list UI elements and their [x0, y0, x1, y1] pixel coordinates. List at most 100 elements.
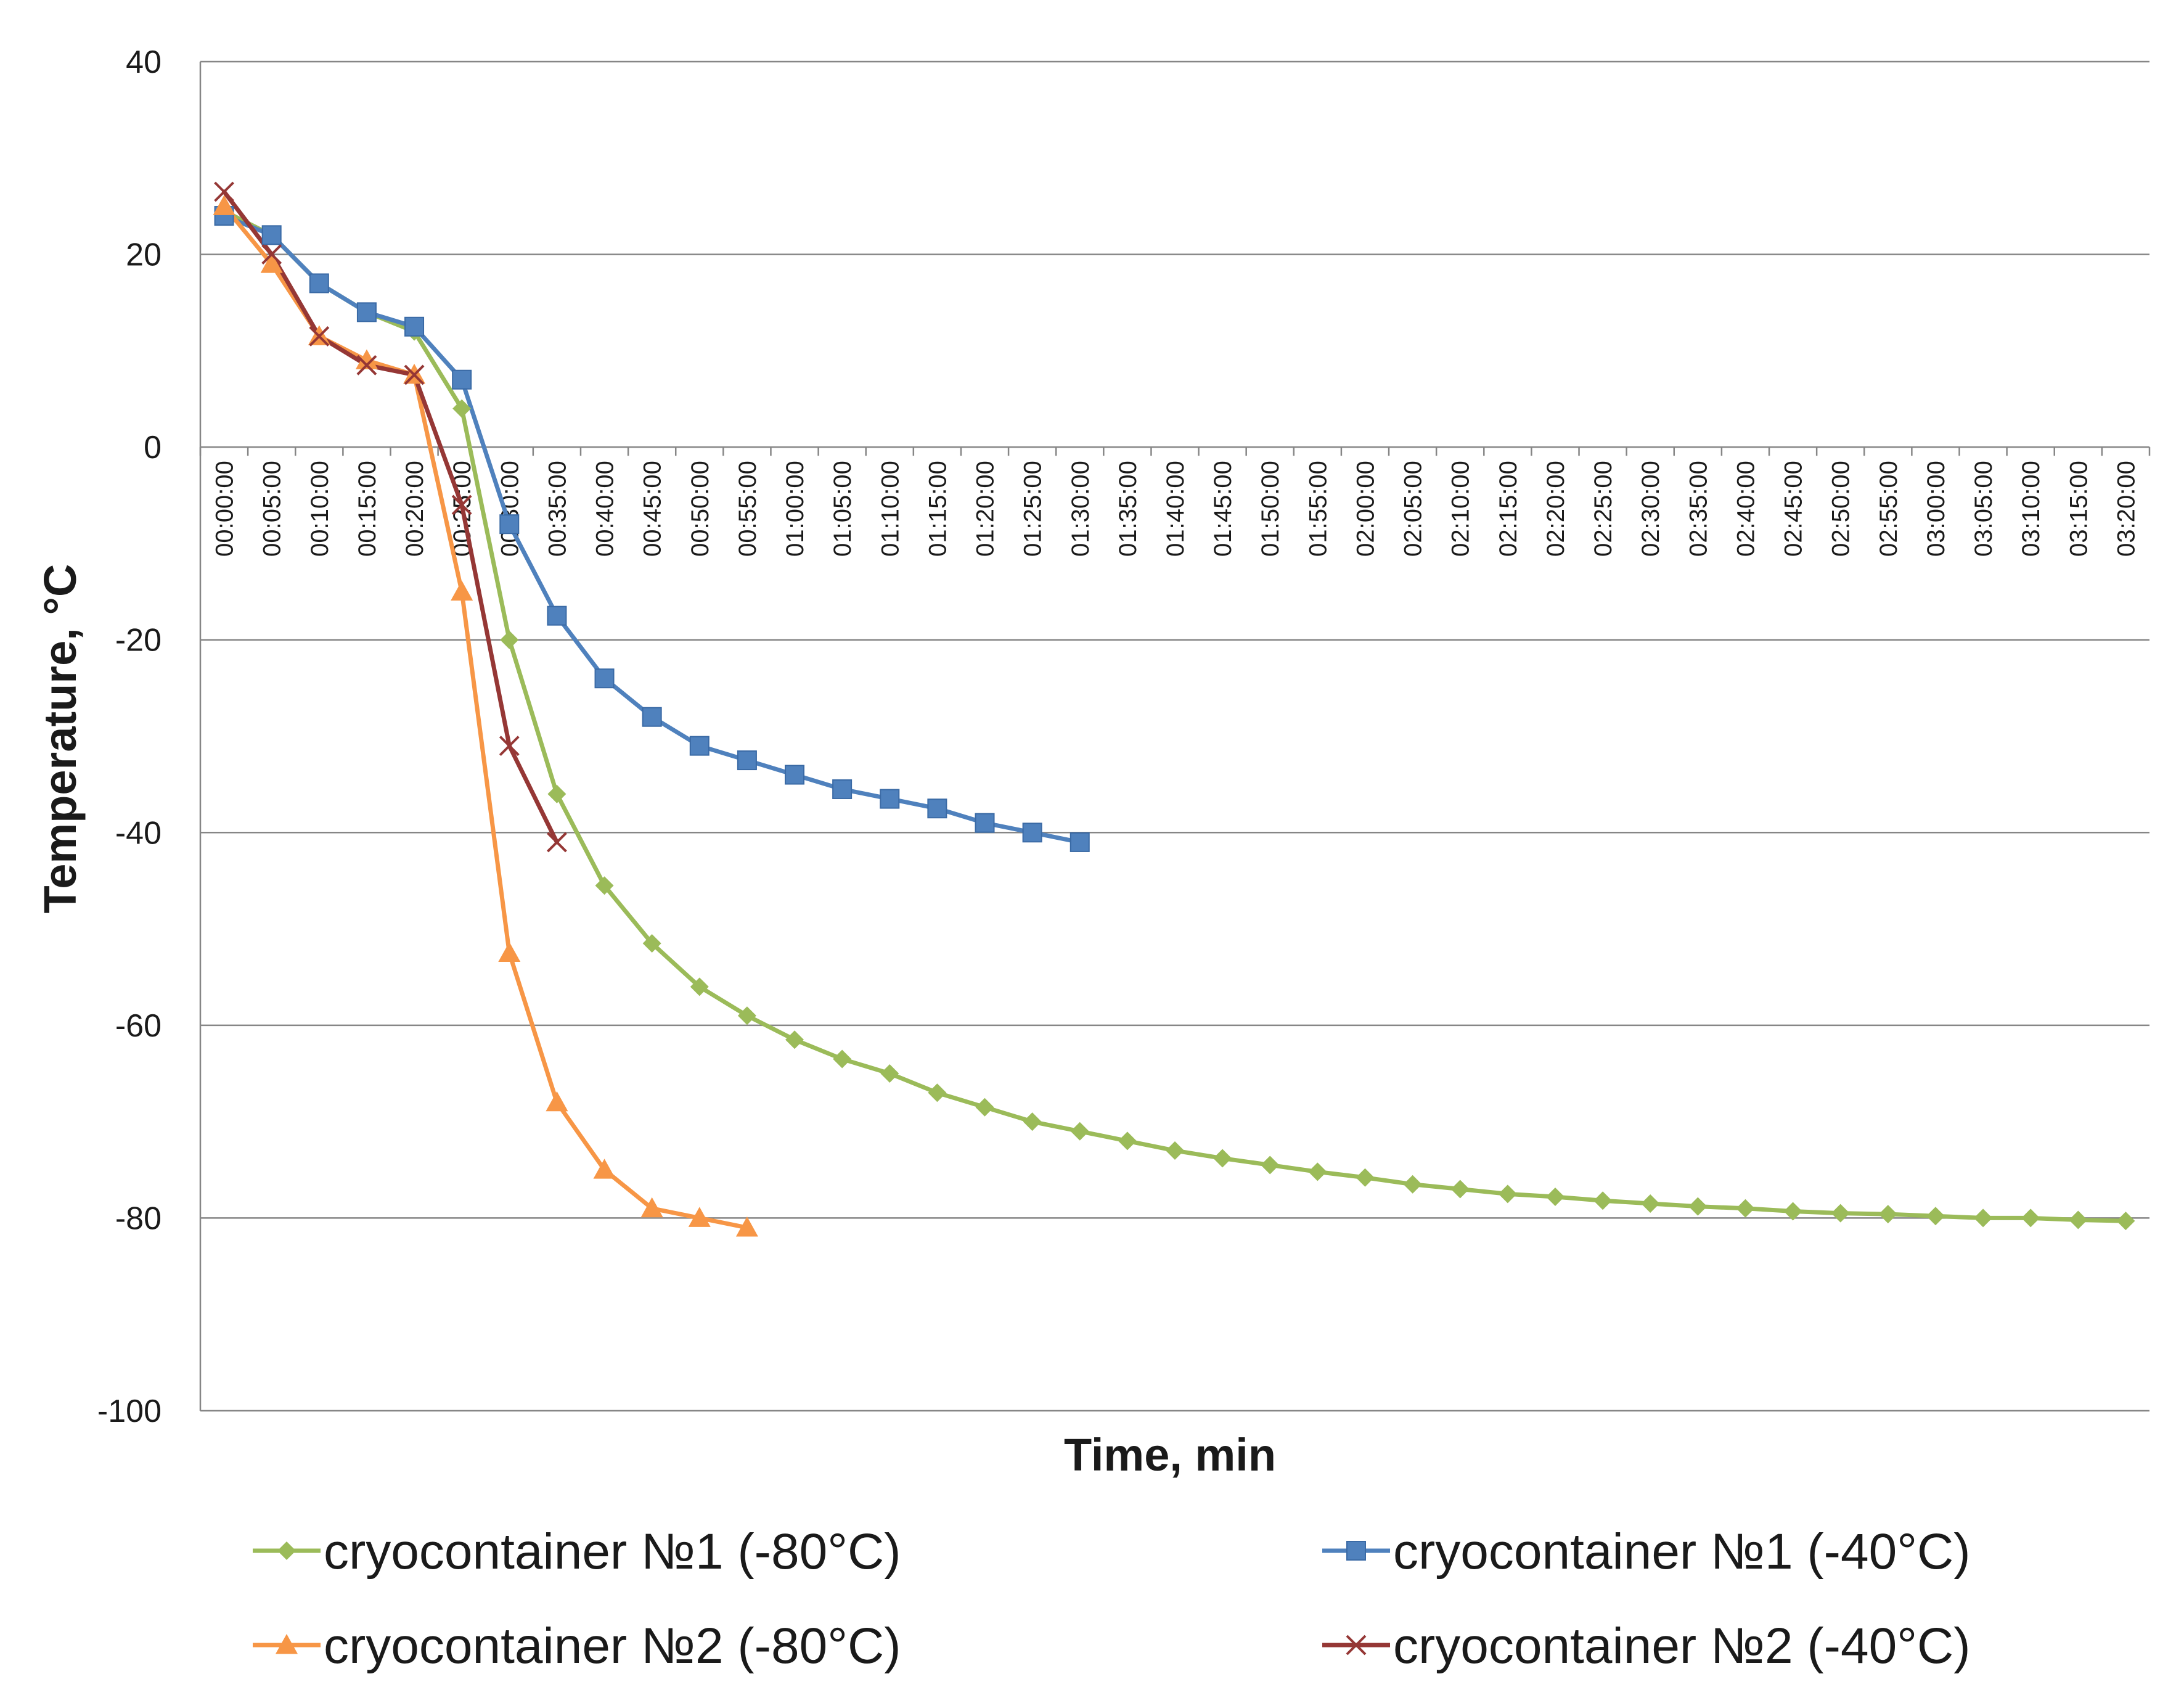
data-point	[1974, 1209, 1993, 1228]
data-point	[1736, 1199, 1755, 1218]
y-tick-label: -80	[115, 1200, 162, 1236]
data-point	[1070, 832, 1090, 852]
x-tick-label: 01:00:00	[782, 461, 809, 557]
x-tick-label: 03:00:00	[1923, 461, 1950, 557]
legend-swatch-marker	[276, 1634, 298, 1654]
legend-item: cryocontainer №1 (-80°C)	[253, 1524, 901, 1580]
data-point	[595, 876, 614, 895]
y-tick-label: 20	[126, 237, 162, 273]
x-tick-label: 00:50:00	[687, 461, 714, 557]
legend-label: cryocontainer №2 (-80°C)	[324, 1618, 901, 1674]
y-tick-labels: 40 20 0 -20 -40 -60 -80 -100	[97, 44, 162, 1429]
x-tick-label: 01:40:00	[1162, 461, 1189, 557]
data-point	[1593, 1191, 1613, 1210]
x-tick-label: 01:20:00	[972, 461, 999, 557]
data-point	[500, 630, 519, 649]
data-point	[689, 736, 710, 756]
x-tick-label: 01:15:00	[924, 461, 951, 557]
x-tick-label: 02:45:00	[1780, 461, 1807, 557]
x-tick-label: 01:10:00	[877, 461, 904, 557]
x-tick-label: 02:50:00	[1828, 461, 1855, 557]
x-tick-label: 02:40:00	[1732, 461, 1759, 557]
data-point	[452, 399, 472, 418]
y-tick-label: -20	[115, 623, 162, 659]
data-point	[309, 326, 330, 347]
legend-swatch-marker	[1346, 1541, 1366, 1561]
data-point	[499, 736, 520, 757]
x-tick-label: 00:15:00	[354, 461, 381, 557]
x-tick-label: 02:00:00	[1352, 461, 1379, 557]
data-point	[785, 765, 805, 785]
marker-x-stroke	[214, 181, 234, 202]
x-tick-label: 00:55:00	[734, 461, 761, 557]
data-point	[451, 495, 472, 515]
x-tick-label: 00:40:00	[592, 461, 619, 557]
data-point	[1403, 1175, 1422, 1194]
x-tick-label: 03:15:00	[2065, 461, 2092, 557]
data-point	[1118, 1131, 1137, 1151]
legend-swatch-marker	[277, 1541, 296, 1560]
x-tick-label: 01:25:00	[1020, 461, 1047, 557]
marker-x-stroke	[404, 364, 425, 385]
data-point	[2021, 1209, 2040, 1228]
data-point	[2116, 1212, 2135, 1231]
data-point	[404, 316, 425, 337]
data-point	[1545, 1188, 1564, 1207]
x-tick-label: 01:55:00	[1304, 461, 1331, 557]
data-point	[1450, 1180, 1470, 1199]
y-tick-label: -40	[115, 815, 162, 851]
gridlines	[200, 60, 2149, 1412]
data-point	[404, 364, 425, 385]
legend-label: cryocontainer №2 (-40°C)	[1393, 1618, 1971, 1674]
x-tick-label: 00:45:00	[639, 461, 666, 557]
legend-swatch-marker	[1346, 1635, 1367, 1656]
data-point	[690, 977, 709, 996]
x-tick-label: 01:30:00	[1067, 461, 1094, 557]
data-point	[547, 784, 566, 803]
x-tick-label: 02:20:00	[1542, 461, 1569, 557]
legend-label: cryocontainer №1 (-80°C)	[324, 1524, 901, 1580]
x-tick-labels: 00:00:00 00:05:00 00:10:00 00:15:00 00:20:00…	[211, 461, 2140, 557]
data-point	[356, 355, 377, 376]
data-point	[1688, 1197, 1708, 1216]
marker-x-stroke	[451, 495, 472, 515]
legend-label: cryocontainer №1 (-40°C)	[1393, 1524, 1971, 1580]
data-point	[1023, 1112, 1042, 1131]
y-tick-label: 0	[144, 430, 162, 466]
x-tick-label: 02:15:00	[1495, 461, 1522, 557]
x-axis-title: Time, min	[1064, 1429, 1276, 1480]
data-point	[640, 1197, 663, 1218]
data-point	[737, 750, 757, 771]
legend-item: cryocontainer №1 (-40°C)	[1322, 1524, 1971, 1580]
x-tick-label: 00:00:00	[211, 461, 239, 557]
data-point	[880, 1064, 899, 1083]
data-point	[1498, 1184, 1517, 1204]
data-point	[975, 813, 995, 833]
data-point	[735, 1217, 758, 1237]
data-point	[261, 225, 282, 245]
marker-x-stroke	[309, 326, 330, 347]
data-point	[499, 514, 520, 535]
x-tick-label: 01:35:00	[1114, 461, 1142, 557]
y-axis-title: Temperature, °C	[35, 564, 86, 914]
data-point	[833, 1049, 852, 1069]
x-tick-label: 03:05:00	[1970, 461, 1997, 557]
data-point	[880, 789, 900, 809]
marker-x-stroke	[499, 736, 520, 757]
data-point	[1166, 1141, 1184, 1160]
data-point	[1308, 1162, 1327, 1181]
x-tick-label: 02:35:00	[1685, 461, 1712, 557]
marker-x-stroke	[547, 832, 567, 853]
x-tick-label: 03:20:00	[2112, 461, 2140, 557]
data-point	[546, 1091, 568, 1112]
data-point	[1641, 1194, 1660, 1213]
x-tick-label: 00:05:00	[259, 461, 286, 557]
x-tick-label: 01:50:00	[1257, 461, 1284, 557]
data-point	[260, 253, 283, 273]
data-point	[737, 1006, 756, 1025]
data-point	[593, 1159, 616, 1179]
data-point	[214, 181, 234, 202]
x-tick-label: 02:30:00	[1637, 461, 1664, 557]
data-point	[642, 707, 662, 727]
